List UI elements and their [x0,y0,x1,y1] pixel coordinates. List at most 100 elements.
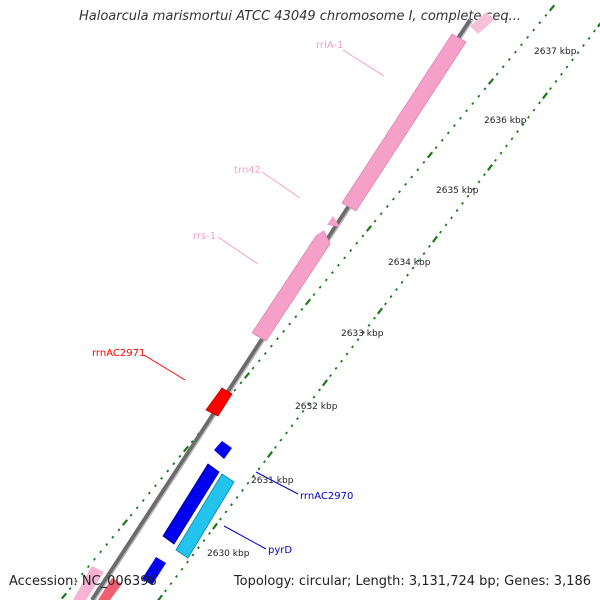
minor-tick [246,481,250,485]
minor-tick [178,454,182,458]
gene-rrs-1[interactable] [251,230,331,342]
minor-tick [269,344,273,348]
label-rrnAC2971: rrnAC2971 [92,348,145,359]
minor-tick [86,565,90,569]
minor-tick [538,101,541,105]
minor-tick [257,467,261,471]
major-tick [486,164,494,171]
map-title: Haloarcula marismortui ATCC 43049 chromo… [79,9,521,24]
label-rrs-1: rrs-1 [193,231,216,242]
minor-tick [440,138,444,142]
minor-tick [446,131,450,135]
minor-tick [330,271,334,275]
major-tick [541,92,549,100]
major-tick [304,298,312,306]
minor-tick [349,249,353,253]
minor-tick [307,402,310,406]
minor-tick [147,491,151,495]
minor-tick [404,182,408,186]
label-pyrD: pyrD [268,545,292,556]
minor-tick [288,322,292,326]
minor-tick [301,409,305,413]
major-tick [121,519,129,526]
minor-tick [224,510,228,514]
minor-tick [384,302,387,306]
tick-label-2630: 2630 kbp [207,549,250,559]
tick-label-2635: 2635 kbp [436,186,479,196]
gene-pyrD[interactable] [175,473,235,559]
minor-tick [190,440,194,444]
minor-tick [74,579,78,583]
major-tick [596,22,600,28]
minor-tick [166,469,170,473]
minor-tick [452,124,456,128]
minor-tick [513,50,517,54]
tick-label-2636: 2636 kbp [484,116,527,126]
minor-tick [471,102,475,106]
minor-tick [219,517,222,521]
minor-tick [241,488,244,492]
minor-tick [175,574,178,578]
minor-tick [80,572,84,576]
gene-rrlA-1[interactable] [341,33,467,212]
major-tick [487,78,495,85]
minor-tick [263,351,267,355]
minor-tick [318,285,322,289]
minor-tick [538,21,542,25]
callout-lines [143,49,385,550]
gene-labels: rrlA-1 trn42 rrs-1 rrnAC2971 rrnAC2970 p… [92,40,353,556]
minor-tick [105,543,109,547]
minor-tick [495,72,499,76]
tick-label-2633: 2633 kbp [341,329,384,339]
minor-tick [465,109,469,113]
minor-tick [164,589,167,593]
minor-tick [507,57,511,61]
minor-tick [516,130,519,134]
minor-tick [571,58,574,62]
accession-text: Accession: NC_006396 [9,574,157,589]
minor-tick [477,94,481,98]
minor-tick [379,212,383,216]
minor-tick [337,263,340,267]
gene-trn42[interactable] [327,216,340,227]
minor-tick [312,293,316,297]
minor-tick [208,531,211,535]
major-tick [182,445,190,453]
minor-tick [544,13,548,17]
minor-tick [411,266,415,270]
minor-tick [345,352,349,356]
major-tick [431,235,439,243]
minor-tick [290,424,294,428]
minor-tick [428,244,431,248]
label-rrnAC2970: rrnAC2970 [300,491,353,502]
minor-tick [526,35,530,39]
cds-features [142,441,235,585]
tick-labels: 2637 kbp 2636 kbp 2635 kbp 2634 kbp 2633… [207,47,577,559]
minor-tick [373,219,377,223]
minor-tick [520,43,523,47]
minor-tick [483,87,487,91]
minor-tick [329,374,332,378]
minor-tick [532,28,536,32]
minor-tick [532,108,536,112]
minor-tick [391,197,395,201]
gene-rrnAC2970[interactable] [162,463,220,545]
minor-tick [422,252,426,256]
minor-tick [318,388,321,392]
minor-tick [276,337,279,341]
minor-tick [334,366,338,370]
minor-tick [477,180,481,184]
major-tick [426,151,434,159]
minor-tick [501,65,505,69]
minor-tick [483,173,486,177]
minor-tick [239,381,243,385]
minor-tick [233,388,237,392]
major-tick [243,372,251,379]
gene-small-blue[interactable] [214,441,232,459]
minor-tick [450,216,453,220]
major-tick [60,592,68,600]
gene-rrnAC2971[interactable] [205,387,233,417]
minor-tick [340,359,343,363]
gene-blue-lower[interactable] [142,557,166,585]
